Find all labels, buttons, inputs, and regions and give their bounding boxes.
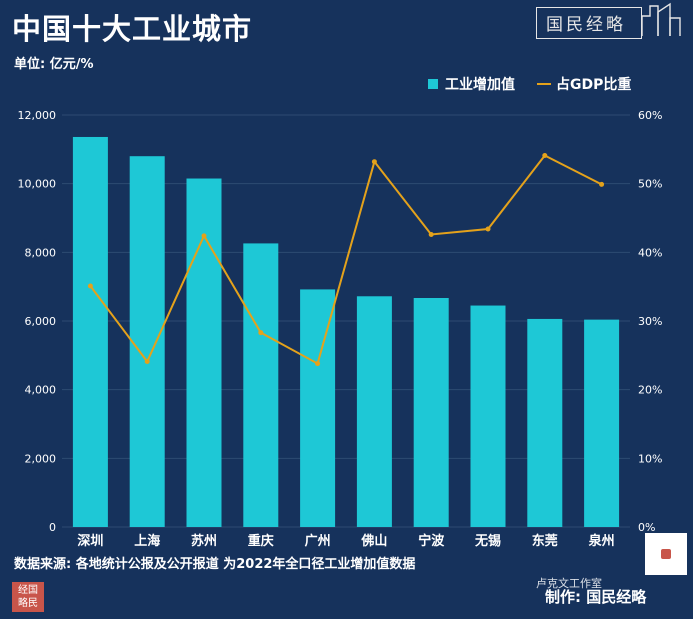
gdp-share-point-广州 xyxy=(315,361,321,367)
right-tick-label: 0% xyxy=(638,521,655,534)
gdp-share-point-佛山 xyxy=(371,159,377,165)
qr-code xyxy=(645,533,687,575)
gdp-share-point-苏州 xyxy=(201,233,207,239)
gdp-share-point-上海 xyxy=(144,359,150,365)
gdp-share-point-宁波 xyxy=(428,231,434,237)
right-tick-label: 10% xyxy=(638,452,662,465)
bar-泉州 xyxy=(584,319,620,527)
left-tick-label: 4,000 xyxy=(25,384,57,397)
category-label: 泉州 xyxy=(589,533,615,549)
building-icon xyxy=(641,2,681,36)
credit-watermark: 卢克文工作室 xyxy=(536,577,602,590)
left-tick-label: 0 xyxy=(49,521,56,534)
bar-深圳 xyxy=(72,136,108,527)
right-tick-label: 40% xyxy=(638,246,662,259)
category-label: 宁波 xyxy=(418,533,445,549)
legend-bar-swatch xyxy=(428,79,438,89)
category-label: 上海 xyxy=(134,533,160,549)
left-tick-label: 10,000 xyxy=(18,178,57,191)
bar-宁波 xyxy=(413,297,449,527)
left-tick-label: 6,000 xyxy=(25,315,57,328)
gdp-share-point-无锡 xyxy=(485,226,491,232)
right-tick-label: 30% xyxy=(638,315,662,328)
category-label: 广州 xyxy=(305,533,331,549)
brand-logo: 国民经略 xyxy=(546,15,626,35)
gdp-share-point-泉州 xyxy=(599,181,605,187)
bar-上海 xyxy=(129,156,165,527)
category-label: 深圳 xyxy=(77,533,103,549)
brand-seal: 经国 略民 xyxy=(12,582,44,612)
legend-bar-label: 工业增加值 xyxy=(445,76,515,93)
category-label: 苏州 xyxy=(191,533,217,549)
right-tick-label: 50% xyxy=(638,178,662,191)
left-tick-label: 8,000 xyxy=(25,246,57,259)
legend-line-label: 占GDP比重 xyxy=(556,76,631,93)
bar-苏州 xyxy=(186,178,222,527)
bar-重庆 xyxy=(243,243,279,527)
category-label: 重庆 xyxy=(248,533,274,549)
unit-label: 单位: 亿元/% xyxy=(14,57,94,72)
right-tick-label: 60% xyxy=(638,109,662,122)
bar-无锡 xyxy=(470,305,506,527)
category-label: 佛山 xyxy=(360,533,387,549)
bar-广州 xyxy=(300,289,336,527)
page-title: 中国十大工业城市 xyxy=(12,12,253,46)
gdp-share-point-重庆 xyxy=(258,330,264,336)
gdp-share-point-东莞 xyxy=(542,153,548,159)
gdp-share-line xyxy=(89,154,603,366)
bar-佛山 xyxy=(356,296,392,527)
legend: 工业增加值 占GDP比重 xyxy=(428,76,631,93)
right-tick-label: 20% xyxy=(638,384,662,397)
left-tick-label: 12,000 xyxy=(18,109,57,122)
category-label: 东莞 xyxy=(532,533,558,549)
category-label: 无锡 xyxy=(474,533,501,549)
credit-label: 制作: 国民经略 xyxy=(545,588,647,606)
source-note: 数据来源: 各地统计公报及公开报道 为2022年全口径工业增加值数据 xyxy=(14,557,416,572)
bar-东莞 xyxy=(527,318,563,527)
gdp-share-point-深圳 xyxy=(87,283,93,289)
left-tick-label: 2,000 xyxy=(25,452,57,465)
